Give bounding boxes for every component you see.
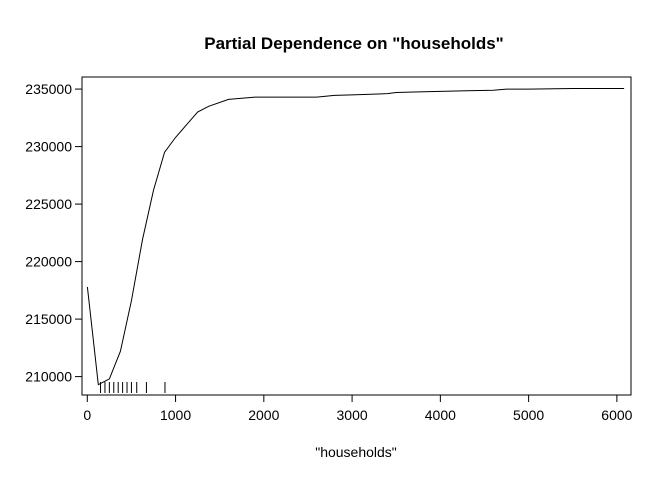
x-axis: 0 1000 2000 3000 4000 5000 6000 — [83, 394, 633, 423]
x-tick-label: 2000 — [248, 407, 279, 423]
rug-marks — [100, 382, 166, 393]
x-tick-label: 0 — [83, 407, 91, 423]
y-tick-label: 230000 — [25, 139, 72, 155]
x-tick-label: 3000 — [337, 407, 368, 423]
y-tick-label: 225000 — [25, 196, 72, 212]
chart-title: Partial Dependence on "households" — [204, 34, 504, 53]
plot-frame — [81, 76, 632, 396]
x-axis-label: "households" — [315, 444, 397, 460]
y-tick-label: 235000 — [25, 81, 72, 97]
y-axis: 210000 215000 220000 225000 230000 235000 — [25, 81, 83, 385]
x-tick-label: 1000 — [160, 407, 191, 423]
series-line-partial-dependence — [86, 88, 625, 386]
x-tick-label: 6000 — [601, 407, 632, 423]
y-tick-label: 210000 — [25, 369, 72, 385]
y-tick-label: 220000 — [25, 254, 72, 270]
y-tick-label: 215000 — [25, 311, 72, 327]
x-tick-label: 5000 — [513, 407, 544, 423]
x-tick-label: 4000 — [425, 407, 456, 423]
